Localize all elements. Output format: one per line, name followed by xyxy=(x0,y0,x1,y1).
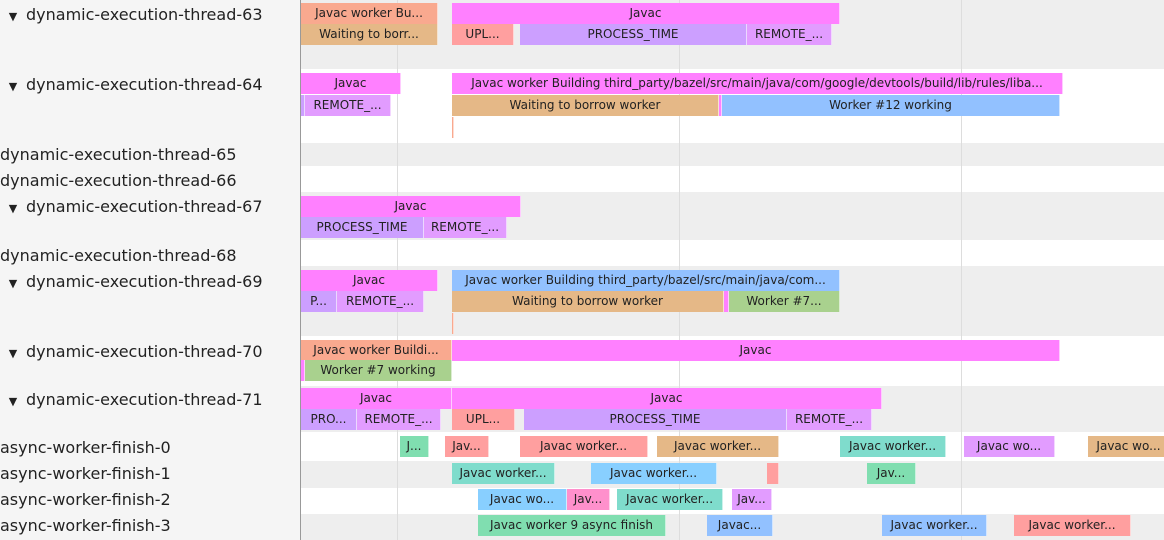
trace-slice[interactable]: J... xyxy=(400,436,429,457)
trace-slice[interactable]: Javac xyxy=(301,196,521,217)
track-label[interactable]: dynamic-execution-thread-65 xyxy=(0,145,237,165)
trace-slice[interactable]: Javac worker... xyxy=(840,436,946,457)
gridline xyxy=(961,0,962,540)
trace-slice[interactable]: Javac wo... xyxy=(478,489,567,510)
track-name: async-worker-finish-0 xyxy=(0,438,171,457)
trace-slice[interactable] xyxy=(301,95,305,116)
trace-slice[interactable]: Javac worker Buildi... xyxy=(301,340,452,361)
trace-slice[interactable]: UPL... xyxy=(452,409,515,430)
collapse-toggle-icon[interactable]: ▼ xyxy=(8,80,18,93)
track-label[interactable]: ▼ dynamic-execution-thread-71 xyxy=(0,390,263,412)
trace-slice[interactable] xyxy=(452,117,454,138)
trace-slice[interactable]: PRO... xyxy=(301,409,357,430)
trace-slice[interactable]: Worker #7 working xyxy=(305,360,452,381)
track-row xyxy=(301,240,1164,266)
trace-slice[interactable]: Javac worker... xyxy=(617,489,723,510)
trace-slice[interactable]: Javac worker... xyxy=(591,463,717,484)
trace-slice[interactable]: REMOTE_... xyxy=(337,291,424,312)
trace-slice[interactable]: PROCESS_TIME xyxy=(520,24,747,45)
trace-slice[interactable]: Javac xyxy=(301,270,438,291)
collapse-toggle-icon[interactable]: ▼ xyxy=(8,395,18,408)
trace-slice[interactable]: Waiting to borr... xyxy=(301,24,438,45)
trace-slice[interactable]: Javac worker... xyxy=(1014,515,1131,536)
trace-slice[interactable] xyxy=(301,360,305,381)
track-name: dynamic-execution-thread-69 xyxy=(26,272,263,291)
track-name: dynamic-execution-thread-71 xyxy=(26,390,263,409)
track-row xyxy=(301,461,1164,488)
timeline-area[interactable]: Javac worker Bu... Javac Waiting to borr..… xyxy=(301,0,1164,540)
trace-slice[interactable]: REMOTE_... xyxy=(305,95,391,116)
track-name: dynamic-execution-thread-64 xyxy=(26,75,263,94)
track-name: dynamic-execution-thread-68 xyxy=(0,246,237,265)
trace-slice[interactable]: Javac worker... xyxy=(520,436,648,457)
trace-slice[interactable]: PROCESS_TIME xyxy=(524,409,787,430)
track-label[interactable]: ▼ dynamic-execution-thread-67 xyxy=(0,197,263,219)
trace-slice[interactable]: Waiting to borrow worker xyxy=(452,291,724,312)
trace-slice[interactable]: UPL... xyxy=(452,24,514,45)
trace-slice[interactable] xyxy=(724,291,729,312)
track-name: async-worker-finish-2 xyxy=(0,490,171,509)
trace-slice[interactable]: Javac wo... xyxy=(964,436,1055,457)
trace-slice[interactable]: Javac worker Bu... xyxy=(301,3,438,24)
track-label[interactable]: async-worker-finish-3 xyxy=(0,516,171,536)
trace-slice[interactable]: Javac xyxy=(301,388,452,409)
trace-slice[interactable] xyxy=(452,313,454,334)
trace-slice[interactable] xyxy=(719,95,722,116)
trace-slice[interactable]: Javac... xyxy=(707,515,773,536)
trace-slice[interactable]: Worker #12 working xyxy=(722,95,1060,116)
track-label[interactable]: dynamic-execution-thread-68 xyxy=(0,246,237,266)
trace-slice[interactable]: Javac xyxy=(452,340,1060,361)
track-label[interactable]: async-worker-finish-2 xyxy=(0,490,171,510)
track-row xyxy=(301,166,1164,192)
track-name: dynamic-execution-thread-65 xyxy=(0,145,237,164)
trace-slice[interactable]: Worker #7... xyxy=(729,291,840,312)
trace-slice[interactable]: Waiting to borrow worker xyxy=(452,95,719,116)
collapse-toggle-icon[interactable]: ▼ xyxy=(8,277,18,290)
track-row xyxy=(301,143,1164,166)
trace-slice[interactable]: PROCESS_TIME xyxy=(301,217,424,238)
trace-slice[interactable]: Javac worker... xyxy=(452,463,555,484)
collapse-toggle-icon[interactable]: ▼ xyxy=(8,202,18,215)
collapse-toggle-icon[interactable]: ▼ xyxy=(8,10,18,23)
collapse-toggle-icon[interactable]: ▼ xyxy=(8,347,18,360)
track-label[interactable]: async-worker-finish-1 xyxy=(0,464,171,484)
track-label[interactable]: ▼ dynamic-execution-thread-69 xyxy=(0,272,263,294)
trace-slice[interactable]: Jav... xyxy=(445,436,489,457)
track-name: dynamic-execution-thread-63 xyxy=(26,5,263,24)
track-labels-panel: ▼ dynamic-execution-thread-63 ▼ dynamic-exe… xyxy=(0,0,301,540)
track-label[interactable]: ▼ dynamic-execution-thread-70 xyxy=(0,342,263,364)
trace-slice[interactable]: Javac xyxy=(452,3,840,24)
trace-slice[interactable]: Javac worker 9 async finish xyxy=(478,515,666,536)
trace-slice[interactable]: Javac worker... xyxy=(657,436,779,457)
trace-slice[interactable]: Jav... xyxy=(867,463,916,484)
track-label[interactable]: async-worker-finish-0 xyxy=(0,438,171,458)
trace-slice[interactable]: REMOTE_... xyxy=(424,217,507,238)
trace-slice[interactable]: Javac xyxy=(452,388,882,409)
trace-slice[interactable]: Javac xyxy=(301,73,401,94)
track-label[interactable]: dynamic-execution-thread-66 xyxy=(0,171,237,191)
trace-slice[interactable]: REMOTE_... xyxy=(357,409,441,430)
track-name: dynamic-execution-thread-66 xyxy=(0,171,237,190)
trace-slice[interactable]: REMOTE_... xyxy=(787,409,872,430)
track-name: dynamic-execution-thread-70 xyxy=(26,342,263,361)
trace-slice[interactable]: Jav... xyxy=(732,489,772,510)
trace-slice[interactable] xyxy=(767,463,779,484)
track-label[interactable]: ▼ dynamic-execution-thread-64 xyxy=(0,75,263,97)
trace-slice[interactable]: Javac worker... xyxy=(882,515,987,536)
track-name: dynamic-execution-thread-67 xyxy=(26,197,263,216)
trace-slice[interactable]: Javac worker Building third_party/bazel/… xyxy=(452,73,1063,94)
trace-slice[interactable]: Javac worker Building third_party/bazel/… xyxy=(452,270,840,291)
trace-slice[interactable]: Javac wo... xyxy=(1088,436,1164,457)
track-name: async-worker-finish-1 xyxy=(0,464,171,483)
track-name: async-worker-finish-3 xyxy=(0,516,171,535)
track-label[interactable]: ▼ dynamic-execution-thread-63 xyxy=(0,5,263,27)
trace-slice[interactable]: P... xyxy=(301,291,337,312)
trace-slice[interactable]: REMOTE_... xyxy=(747,24,832,45)
trace-slice[interactable]: Jav... xyxy=(567,489,610,510)
